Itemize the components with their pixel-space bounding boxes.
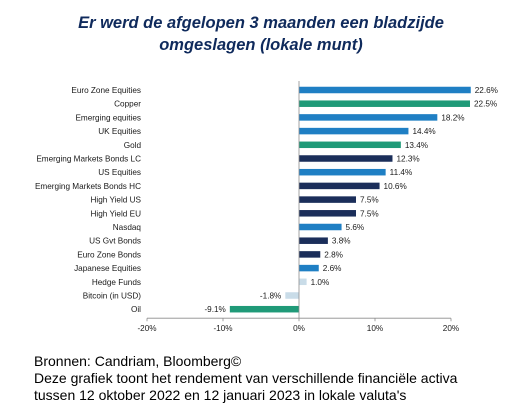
value-label: 2.8% [324, 250, 343, 259]
bars-group [229, 86, 471, 313]
category-label: Emerging equities [75, 113, 141, 122]
chart-title-line-1: Er werd de afgelopen 3 maanden een bladz… [78, 14, 444, 32]
bar [299, 237, 328, 244]
value-label: -1.8% [260, 292, 281, 301]
category-label: Euro Zone Equities [71, 86, 141, 95]
value-label: 18.2% [441, 113, 464, 122]
value-label: 10.6% [384, 182, 407, 191]
category-label: US Gvt Bonds [89, 237, 141, 246]
chart-title: Er werd de afgelopen 3 maanden een bladz… [0, 12, 522, 56]
x-tick-label: -20% [137, 324, 156, 333]
category-label: Nasdaq [113, 223, 142, 232]
category-label: Euro Zone Bonds [77, 250, 141, 259]
x-tick-label: -10% [213, 324, 232, 333]
value-label: -9.1% [204, 305, 225, 314]
bar [299, 278, 307, 286]
category-label: High Yield US [90, 196, 141, 205]
category-label: Emerging Markets Bonds HC [35, 182, 141, 191]
category-label: Bitcoin (in USD) [83, 292, 142, 301]
category-label: Gold [124, 141, 142, 150]
bar [299, 114, 438, 121]
value-label: 13.4% [405, 141, 428, 150]
category-label: UK Equities [98, 127, 141, 136]
category-label: Emerging Markets Bonds LC [36, 155, 141, 164]
value-label: 22.6% [475, 86, 498, 95]
value-labels: 22.6% 22.5% 18.2% 14.4% 13.4% 12.3% 11.4% 10.6%… [204, 86, 498, 314]
category-label: High Yield EU [90, 209, 141, 218]
value-label: 7.5% [360, 209, 379, 218]
description-line-1: Deze grafiek toont het rendement van ver… [34, 370, 458, 386]
bar [299, 196, 356, 203]
chart-title-line-2: omgeslagen (lokale munt) [159, 36, 363, 54]
bar [229, 305, 299, 313]
value-label: 1.0% [311, 278, 330, 287]
description-line-2: tussen 12 oktober 2022 en 12 januari 202… [34, 387, 407, 403]
category-label: Hedge Funds [92, 278, 141, 287]
category-label: Oil [131, 305, 141, 314]
x-tick-label: 20% [443, 324, 459, 333]
bar [299, 141, 401, 149]
value-label: 12.3% [396, 155, 419, 164]
bar [299, 223, 342, 231]
value-label: 7.5% [360, 196, 379, 205]
value-label: 5.6% [346, 223, 365, 232]
value-label: 3.8% [332, 237, 351, 246]
bar [299, 251, 321, 258]
bar [299, 100, 470, 107]
bar [299, 168, 386, 176]
bar [299, 264, 319, 272]
bar [299, 182, 380, 190]
bar [285, 292, 299, 299]
category-labels: Euro Zone Equities Copper Emerging equitie… [35, 86, 142, 314]
x-tick-label: 0% [293, 324, 305, 333]
bar-chart: Euro Zone Equities Copper Emerging equitie… [35, 81, 498, 333]
category-label: US Equities [98, 168, 141, 177]
category-label: Japanese Equities [74, 264, 141, 273]
bar [299, 155, 393, 162]
value-label: 22.5% [474, 100, 497, 109]
chart-footer: Bronnen: Candriam, Bloomberg© Deze grafi… [34, 353, 514, 404]
bar [299, 86, 471, 94]
bar [299, 210, 356, 217]
category-label: Copper [114, 100, 141, 109]
x-ticks: -20% -10% 0% 10% 20% [137, 318, 459, 333]
source-note: Bronnen: Candriam, Bloomberg© [34, 353, 242, 369]
value-label: 14.4% [412, 127, 435, 136]
bar [299, 127, 409, 135]
value-label: 2.6% [323, 264, 342, 273]
x-tick-label: 10% [367, 324, 383, 333]
value-label: 11.4% [390, 168, 413, 177]
